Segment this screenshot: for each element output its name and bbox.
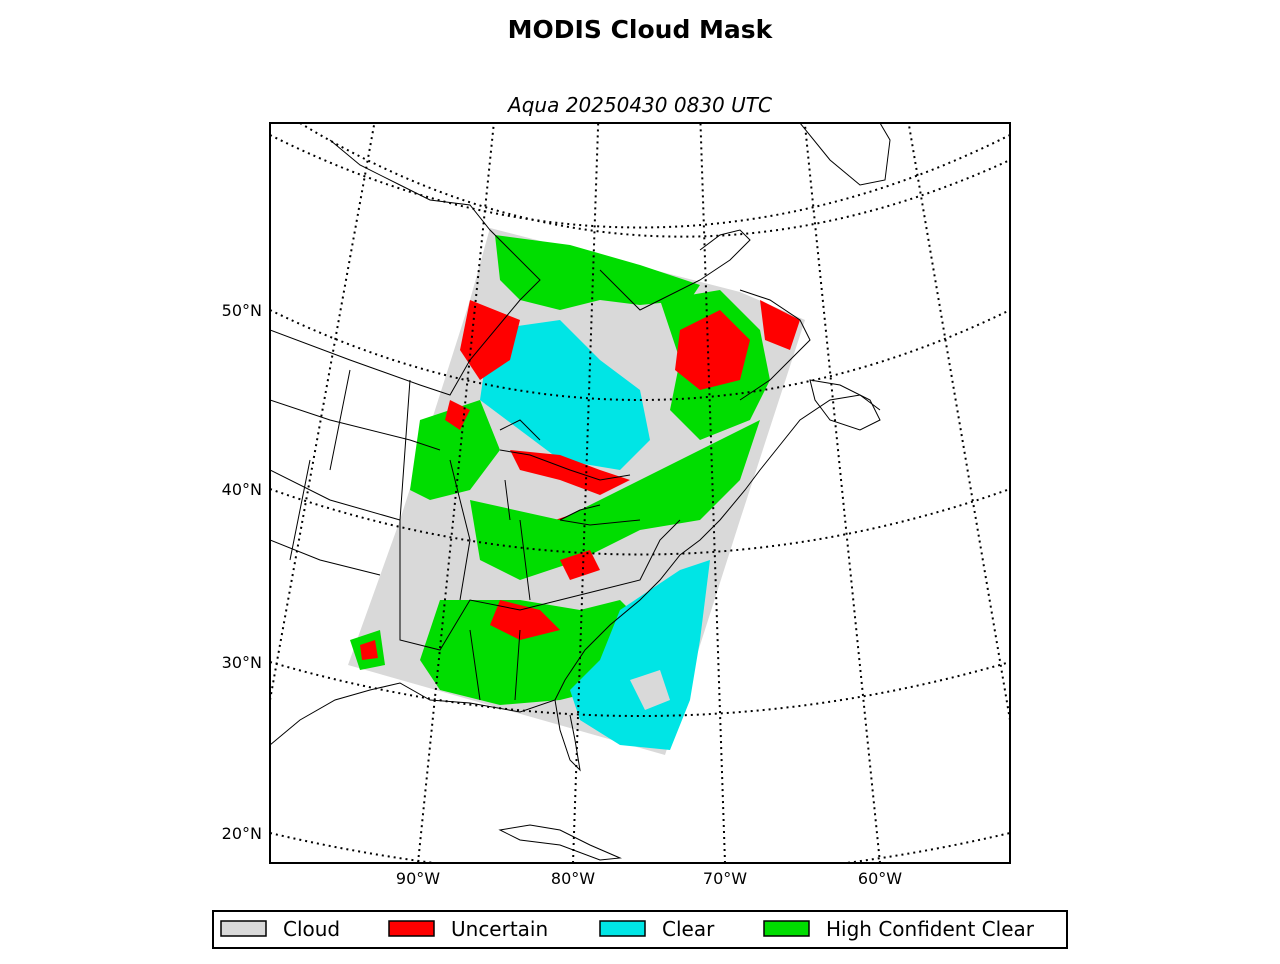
mask-region [410, 400, 500, 500]
legend-label: Uncertain [451, 917, 548, 941]
mask-region [495, 235, 700, 310]
lat-label: 50°N [222, 301, 262, 320]
map-frame [269, 122, 1011, 864]
legend-label: High Confident Clear [826, 917, 1035, 941]
legend-swatch [388, 920, 435, 937]
mask-region [675, 310, 750, 390]
mask-region [560, 550, 600, 580]
coastline [499, 419, 631, 521]
legend-swatch [763, 920, 810, 937]
coastline [599, 229, 751, 311]
mask-region [360, 640, 378, 660]
coastline [270, 394, 881, 746]
meridian [417, 123, 495, 863]
mask-region [760, 300, 800, 350]
mask-region [460, 300, 520, 380]
mask-region [470, 420, 760, 580]
meridian [907, 123, 1010, 721]
lon-label: 70°W [703, 869, 747, 888]
legend-label: Clear [662, 917, 715, 941]
parallel [299, 123, 1010, 238]
coastline [739, 289, 811, 401]
legend-swatch [599, 920, 646, 937]
mask-region [510, 450, 630, 495]
lon-label: 60°W [858, 869, 902, 888]
mask-region [570, 560, 710, 750]
mask-region [480, 320, 650, 470]
meridian [270, 123, 376, 701]
coastline [498, 824, 622, 861]
lat-label: 20°N [222, 824, 262, 843]
axis-labels: 50°N 40°N 30°N 20°N 90°W 80°W 70°W 60°W [222, 301, 903, 888]
legend-swatch [220, 920, 267, 937]
parallel [270, 134, 1010, 229]
parallel [270, 309, 1010, 401]
coastline [809, 379, 881, 431]
coastline [554, 699, 581, 772]
lat-label: 30°N [222, 653, 262, 672]
coastline [270, 139, 541, 396]
swath [348, 228, 805, 755]
coastline [799, 123, 891, 186]
map [270, 123, 1010, 863]
legend-label: Cloud [283, 917, 340, 941]
meridian [803, 123, 881, 863]
coastlines [270, 123, 891, 861]
mask-region [490, 600, 560, 640]
coastline [399, 459, 681, 701]
lat-label: 40°N [222, 480, 262, 499]
mask-region [630, 670, 670, 710]
lon-label: 80°W [551, 869, 595, 888]
title: MODIS Cloud Mask [508, 15, 774, 44]
graticule [270, 123, 1010, 863]
coastline [270, 369, 441, 576]
parallel [270, 661, 1010, 717]
subtitle: Aqua 20250430 0830 UTC [506, 93, 772, 117]
legend: Cloud Uncertain Clear High Confident Clear [220, 917, 1035, 941]
lon-label: 90°W [396, 869, 440, 888]
